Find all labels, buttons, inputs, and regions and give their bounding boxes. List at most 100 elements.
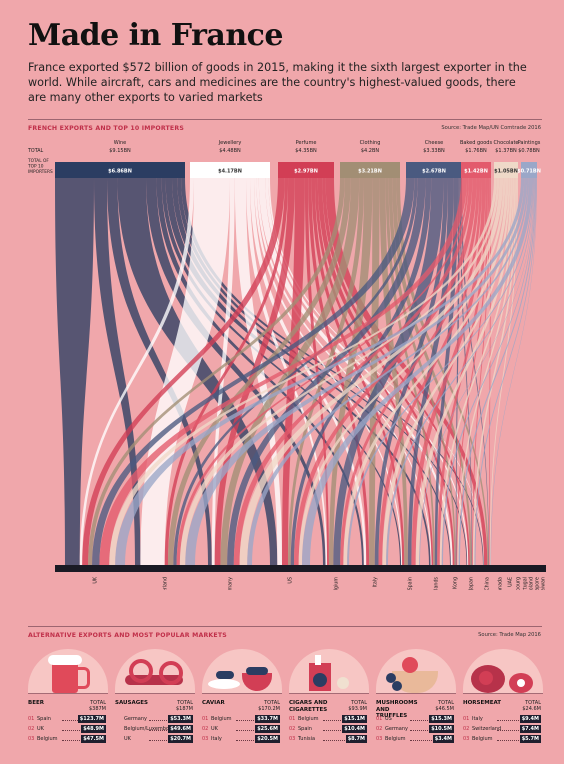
market-value: $20.7M [168,735,193,743]
flow-jewellery-japan [265,178,469,565]
market-country: Belgium/Luxembourg [124,726,178,732]
market-value: $8.7M [345,735,367,743]
leader-dots [236,740,260,741]
illustration-beer [28,649,108,693]
total-value: $187M [175,706,193,712]
flow-paintings-germany [247,178,529,565]
importer-label: Poland [529,577,535,590]
leader-dots [497,730,521,731]
product-name: SAUSAGES [115,700,148,706]
flow-wine-belgium [146,178,326,565]
flow-perfume-china [325,178,488,565]
flow-perfume-us [282,178,305,565]
flow-wine-hong-kong [172,178,451,565]
importer-label: Canada [498,577,504,590]
divider [28,626,542,627]
importer-label: China [485,577,491,590]
flow-chocolate-us [298,178,506,565]
flow-jewellery-uk [79,178,194,565]
market-row: 02 Spain $10.4M [289,725,369,733]
flow-cheese-hong-kong [455,178,460,565]
flow-perfume-belgium [304,178,329,565]
market-rank: 03 [28,736,35,742]
flow-wine-netherlands [165,178,431,565]
panel-mushrooms-and-truffles: MUSHROOMS AND TRUFFLES TOTAL $46.5M 01 US… [376,645,458,755]
flow-baked-goods-uk [99,178,467,565]
product-bar-jewellery [190,162,270,178]
panel-cigars-and-cigarettes: CIGARS AND CIGARETTES TOTAL $93.9M 01 Bel… [289,645,371,755]
flow-paintings-us [302,178,533,565]
product-bar-clothing [340,162,400,178]
market-value: $47.5M [81,735,106,743]
row-label-top10: TOP 10 [27,164,44,170]
divider [289,693,369,694]
total-label: TOTAL [264,700,280,706]
flow-wine-china [181,178,484,565]
product-total: TOTAL $46.5M [435,700,454,712]
product-name: MUSHROOMS AND TRUFFLES [376,700,418,719]
flow-cheese-switzerland [173,178,418,565]
importer-label: Italy [373,577,379,588]
market-value: $3.4M [432,735,454,743]
market-row: 02 UK $48.9M [28,725,108,733]
leader-dots [410,740,434,741]
leader-dots [410,720,434,721]
flow-perfume-uk [82,178,285,565]
illustration-caviar [202,649,282,693]
market-country: Belgium [37,736,58,742]
market-row: 02 Germany $10.5M [376,725,456,733]
market-row: Belgium/Luxembourg $49.6M [115,725,195,733]
market-country: UK [124,736,131,742]
product-bar-wine [55,162,185,178]
leader-dots [497,720,521,721]
market-country: Spain [37,716,51,722]
panel-sausages: SAUSAGES TOTAL $187M Germany $53.3M Belgi… [115,645,197,755]
product-total: TOTAL $170.2M [258,700,280,712]
leader-dots [149,730,173,731]
leader-dots [62,720,86,721]
flow-paintings-uk [115,178,525,565]
importer-label: UAE [508,577,514,587]
product-name: CIGARS AND CIGARETTES [289,700,328,713]
product-name: Chocolate [493,140,518,146]
leader-dots [236,720,260,721]
importer-label: Spain [408,577,414,590]
market-value: $53.3M [168,715,193,723]
market-rank: 03 [376,736,383,742]
divider [202,693,282,694]
market-row: UK $20.7M [115,735,195,743]
market-value: $10.4M [342,725,367,733]
product-bar-perfume [278,162,334,178]
product-top10-value: $3.21BN [358,169,382,175]
flow-baked-goods-italy [378,178,482,565]
importer-label: Germany [228,577,234,590]
flow-paintings-japan [474,178,537,565]
market-country: Italy [211,736,222,742]
panel-caviar: CAVIAR TOTAL $170.2M 01 Belgium $33.7M 02… [202,645,284,755]
product-total: $4.35BN [295,148,317,154]
total-value: $170.2M [258,706,280,712]
flow-paintings-switzerland [185,178,528,565]
product-top10-value: $2.67BN [422,169,446,175]
flow-chocolate-hong-kong [457,178,516,565]
panel-beer: BEER TOTAL $387M 01 Spain $123.7M 02 UK $… [28,645,110,755]
flow-chocolate-switzerland [179,178,500,565]
flow-baked-goods-japan [472,178,491,565]
product-total: TOTAL $24.6M [522,700,541,712]
source-exports: Source: Trade Map/UN Comtrade 2016 [441,125,541,131]
product-name: Cheese [425,140,444,146]
row-label-total: TOTAL [27,148,44,154]
leader-dots [62,730,86,731]
market-value: $7.4M [519,725,541,733]
market-country: Italy [472,716,483,722]
flow-chocolate-china [489,178,518,565]
total-value: $93.9M [348,706,367,712]
market-rank: 02 [289,726,296,732]
importer-label: Japan [469,577,475,590]
market-value: $9.4M [519,715,541,723]
leader-dots [149,720,173,721]
leader-dots [497,740,521,741]
market-row: 01 US $15.3M [376,715,456,723]
market-country: Germany [385,726,408,732]
market-rank: 03 [463,736,470,742]
